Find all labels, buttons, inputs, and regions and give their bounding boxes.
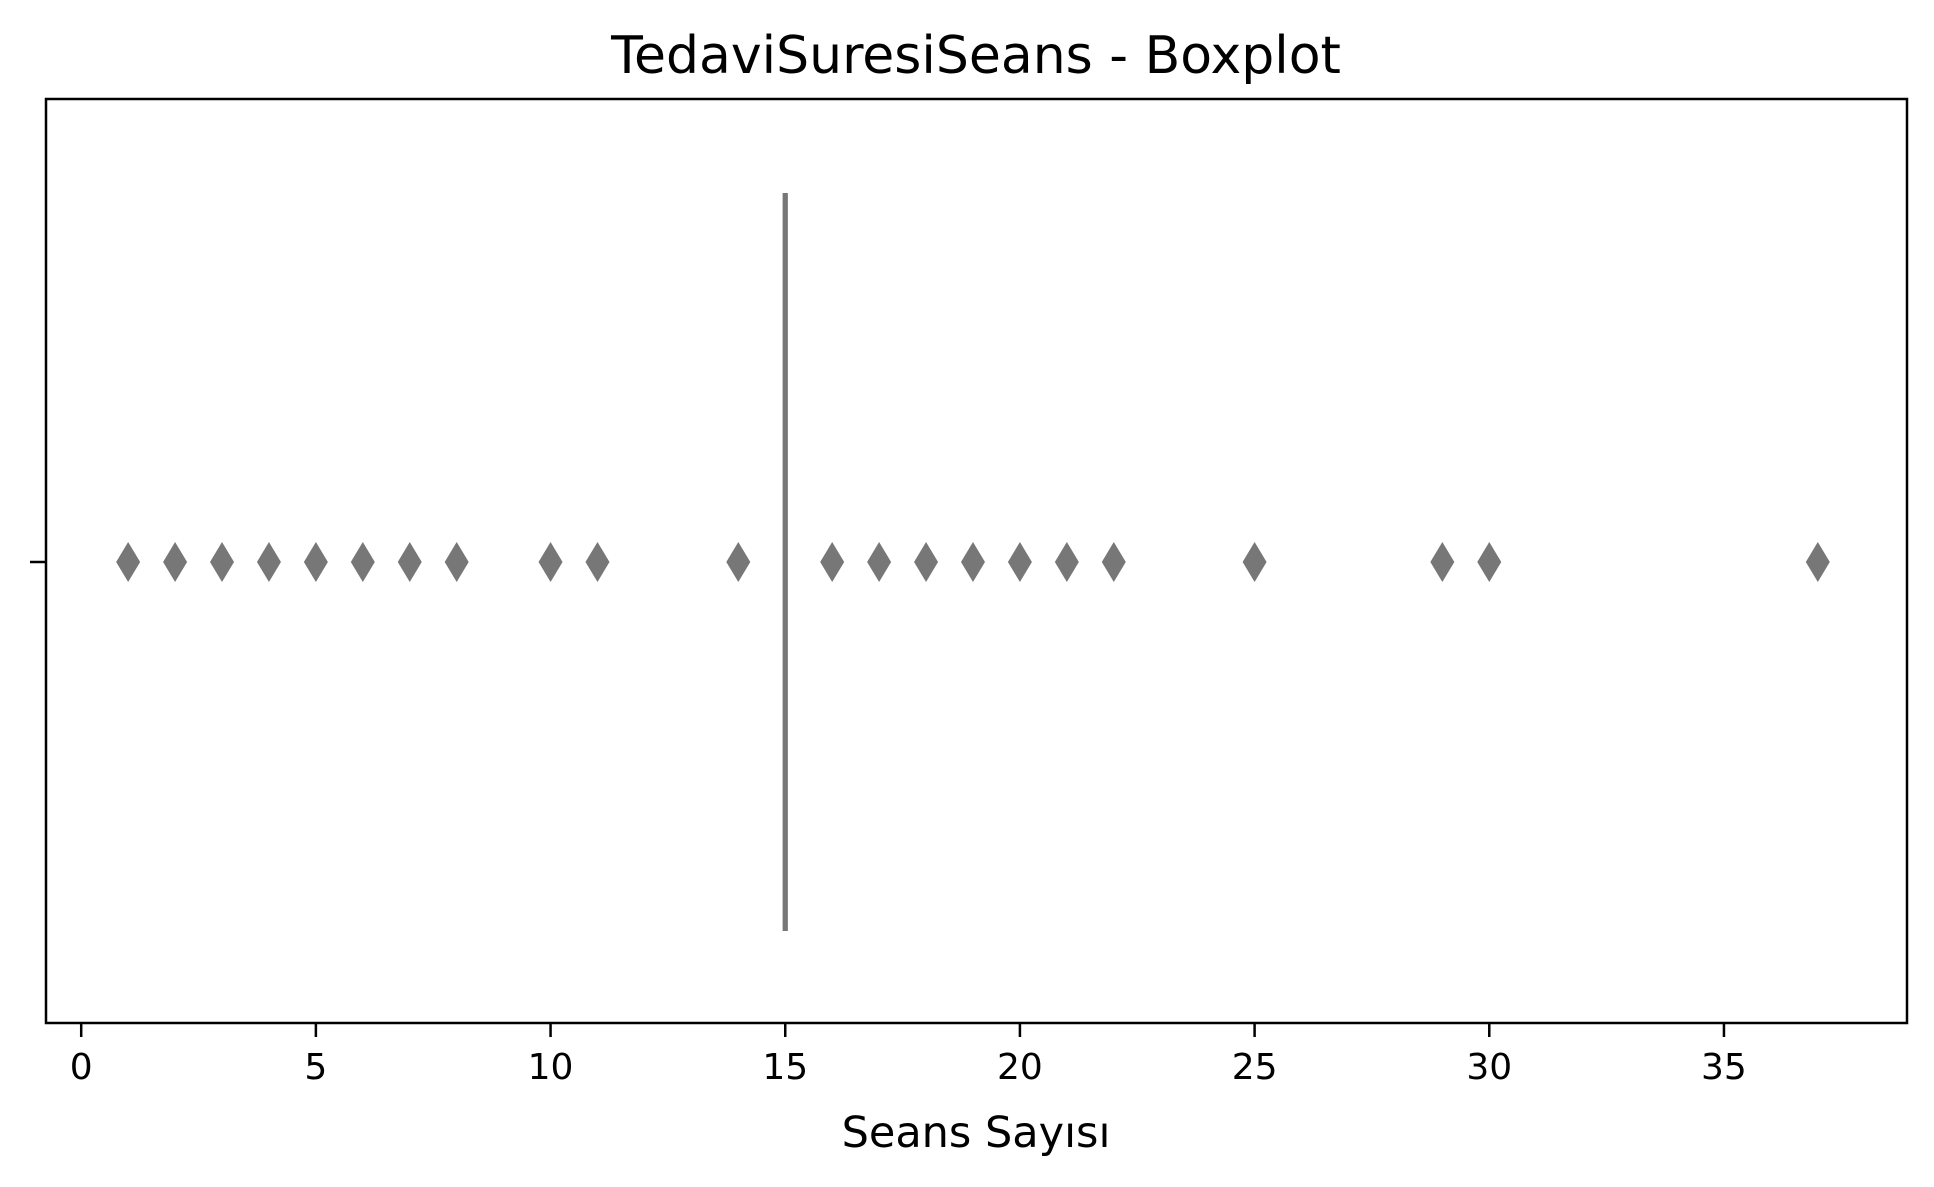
outlier-point — [867, 542, 892, 582]
outlier-point — [444, 542, 469, 582]
x-axis-label: Seans Sayısı — [842, 1108, 1111, 1158]
x-tick-label: 20 — [997, 1047, 1043, 1088]
outlier-point — [397, 542, 422, 582]
outlier-point — [256, 542, 281, 582]
outlier-point — [1054, 542, 1079, 582]
outlier-point — [210, 542, 235, 582]
x-tick-label: 5 — [304, 1047, 327, 1088]
outlier-point — [585, 542, 610, 582]
outlier-point — [1101, 542, 1126, 582]
box-layer — [782, 193, 788, 931]
x-tick-label: 0 — [70, 1047, 93, 1088]
outlier-point — [350, 542, 375, 582]
outlier-point — [1430, 542, 1455, 582]
x-tick-label: 35 — [1701, 1047, 1747, 1088]
outlier-point — [303, 542, 328, 582]
outlier-layer — [116, 542, 1830, 582]
x-axis-ticks: 0 5 10 15 20 25 30 35 — [70, 1023, 1747, 1088]
chart-title: TedaviSuresiSeans - Boxplot — [610, 26, 1341, 86]
outlier-point — [538, 542, 563, 582]
outlier-point — [1805, 542, 1830, 582]
outlier-point — [820, 542, 845, 582]
x-tick-label: 30 — [1466, 1047, 1512, 1088]
outlier-point — [726, 542, 751, 582]
x-tick-label: 25 — [1232, 1047, 1278, 1088]
outlier-point — [1007, 542, 1032, 582]
x-tick-label: 15 — [762, 1047, 808, 1088]
outlier-point — [116, 542, 141, 582]
outlier-point — [163, 542, 188, 582]
x-tick-label: 10 — [528, 1047, 574, 1088]
outlier-point — [914, 542, 939, 582]
outlier-point — [960, 542, 985, 582]
outlier-point — [1477, 542, 1502, 582]
outlier-point — [1242, 542, 1267, 582]
